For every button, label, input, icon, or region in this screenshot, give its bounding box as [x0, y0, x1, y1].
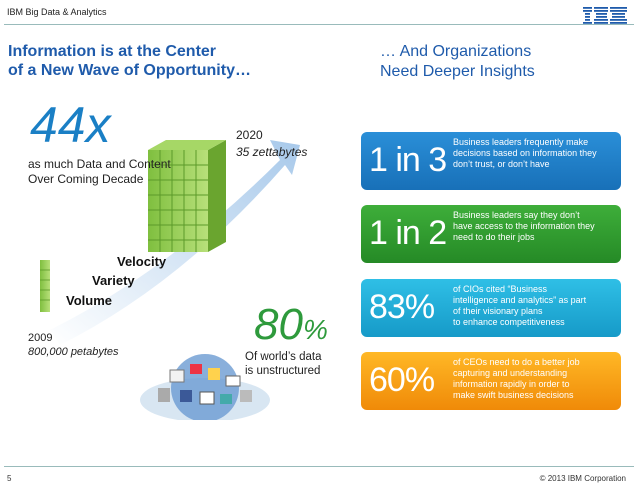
year-2009: 2009	[28, 332, 53, 344]
year-2020: 2020	[236, 128, 263, 142]
amount-2020: 35 zettabytes	[236, 145, 308, 159]
insight-stat: 60%	[369, 361, 435, 399]
volume-label: Volume	[66, 293, 112, 308]
big-stat-description: as much Data and Content Over Coming Dec…	[28, 157, 171, 186]
header-rule	[4, 24, 634, 25]
unstructured-stat: 80%	[254, 303, 328, 352]
right-title: … And Organizations Need Deeper Insights	[380, 43, 535, 80]
variety-label: Variety	[92, 273, 135, 288]
insight-stat: 83%	[369, 288, 435, 326]
velocity-label: Velocity	[117, 254, 167, 269]
ibm-logo	[583, 7, 627, 24]
insight-text: Business leaders frequently make decisio…	[453, 137, 597, 169]
header-brand: IBM Big Data & Analytics	[7, 7, 107, 17]
media-globe	[140, 354, 270, 420]
unstructured-description: Of world’s data is unstructured	[245, 351, 322, 377]
insight-stat: 1 in 2	[369, 214, 447, 252]
unstructured-value: 80	[254, 300, 303, 349]
unstructured-unit: %	[302, 314, 328, 345]
page-number: 5	[7, 474, 12, 483]
insight-text: of CEOs need to do a better job capturin…	[453, 357, 580, 400]
insight-text: Business leaders say they don’t have acc…	[453, 210, 595, 242]
insight-box-3: 83% of CIOs cited “Business intelligence…	[361, 279, 621, 337]
copyright: © 2013 IBM Corporation	[539, 474, 626, 483]
data-cube-small	[40, 260, 50, 312]
insight-box-4: 60% of CEOs need to do a better job capt…	[361, 352, 621, 410]
left-title: Information is at the Center of a New Wa…	[8, 43, 251, 79]
data-cube-large	[148, 140, 226, 252]
insight-text: of CIOs cited “Business intelligence and…	[453, 284, 587, 327]
insight-box-1: 1 in 3 Business leaders frequently make …	[361, 132, 621, 190]
big-stat-44x: 44x	[30, 97, 111, 153]
footer-rule	[4, 466, 634, 467]
insight-box-2: 1 in 2 Business leaders say they don’t h…	[361, 205, 621, 263]
amount-2009: 800,000 petabytes	[28, 346, 119, 358]
insight-stat: 1 in 3	[369, 141, 447, 179]
data-growth-graphic	[40, 140, 300, 420]
